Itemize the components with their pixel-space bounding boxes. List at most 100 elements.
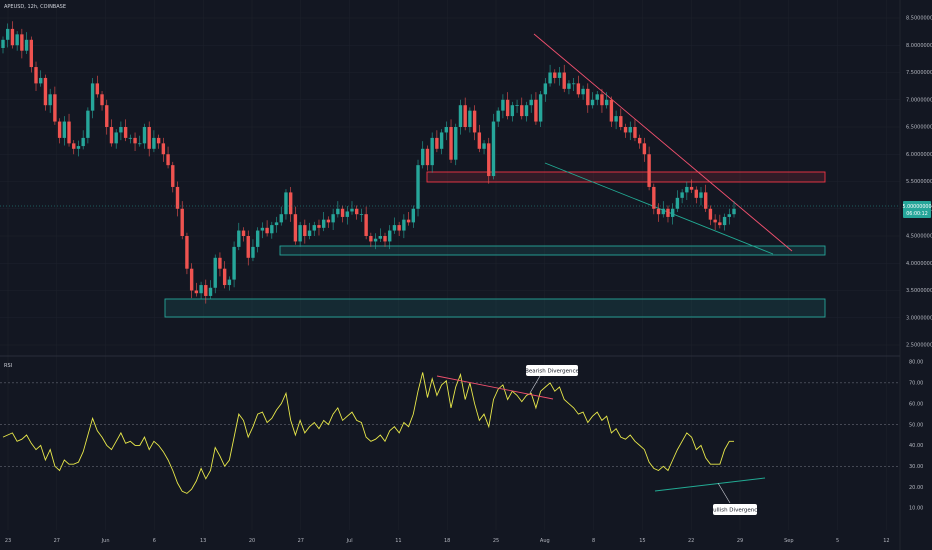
candle xyxy=(359,208,364,222)
candle xyxy=(274,216,279,233)
candle xyxy=(699,186,703,206)
candle xyxy=(10,21,15,49)
candle-body xyxy=(392,225,397,231)
bullish-divergence-callout[interactable]: Bullish Divergence xyxy=(709,482,761,515)
candle xyxy=(288,186,293,222)
candle-body xyxy=(553,72,557,78)
candle-body xyxy=(213,257,217,288)
candle-body xyxy=(656,208,661,215)
time-tick-label: 18 xyxy=(444,538,450,544)
price-tick-label: 3.00000000 xyxy=(906,315,932,321)
candle xyxy=(458,99,463,135)
candle-body xyxy=(699,192,703,198)
candle-body xyxy=(251,246,255,258)
candle-body xyxy=(298,225,302,242)
candle-body xyxy=(449,127,453,160)
candle xyxy=(166,146,170,169)
bearish-callout-text: Bearish Divergence xyxy=(525,369,579,375)
support-zone-upper[interactable] xyxy=(279,245,826,256)
candle xyxy=(189,263,194,299)
candle xyxy=(180,201,184,240)
candle-body xyxy=(105,105,109,127)
rsi-axis[interactable]: 80.00 70.00 60.00 50.00 40.00 30.00 20.00 10.00 xyxy=(909,360,923,512)
candle xyxy=(694,186,698,204)
candle-body xyxy=(199,285,203,294)
candle-body xyxy=(388,230,392,242)
candle xyxy=(680,189,684,204)
candle-body xyxy=(576,83,581,95)
candle xyxy=(670,203,675,225)
candle-body xyxy=(123,127,128,138)
price-tick-label: 4.50000000 xyxy=(906,234,932,240)
bearish-divergence-callout[interactable]: Bearish Divergence xyxy=(525,365,579,394)
price-tick-label: 5.50000000 xyxy=(906,179,932,185)
time-tick-label: Sep xyxy=(784,538,793,544)
candle xyxy=(614,110,618,130)
candle-body xyxy=(232,246,236,280)
candle xyxy=(392,217,397,234)
resistance-zone[interactable] xyxy=(426,171,826,183)
candle-body xyxy=(727,214,731,217)
candle xyxy=(656,203,661,222)
candle-body xyxy=(6,28,10,40)
candle xyxy=(237,222,241,251)
support-zone-lower[interactable] xyxy=(164,298,826,318)
candle-body xyxy=(156,137,161,144)
time-tick-label: 23 xyxy=(5,538,11,544)
candle xyxy=(501,94,505,119)
candle-body xyxy=(114,132,118,144)
candle xyxy=(586,83,590,113)
candle xyxy=(647,146,651,191)
candle xyxy=(505,92,510,120)
candle-body xyxy=(171,165,175,187)
candle xyxy=(72,140,76,155)
candle-body xyxy=(128,137,133,139)
candle xyxy=(109,119,114,147)
candle xyxy=(29,36,33,73)
candle xyxy=(24,32,29,54)
candle-body xyxy=(397,225,401,231)
bullish-divergence-line[interactable] xyxy=(654,477,766,492)
candle xyxy=(48,88,52,113)
time-axis[interactable]: 2327Jun6132027Jul111825Aug8152229Sep5121… xyxy=(5,538,932,544)
candle xyxy=(260,222,265,239)
bearish-divergence-line[interactable] xyxy=(436,375,554,400)
candle xyxy=(524,101,529,122)
time-tick-label: 25 xyxy=(493,538,499,544)
candle-body xyxy=(336,208,340,215)
candle-body xyxy=(694,189,698,198)
candle-body xyxy=(529,99,533,106)
candle-body xyxy=(543,83,548,95)
rsi-pane-label[interactable]: RSI xyxy=(4,363,12,369)
candle-body xyxy=(675,197,680,209)
candle-body xyxy=(647,154,651,187)
candle-body xyxy=(402,219,406,231)
candle xyxy=(241,227,246,242)
candle-body xyxy=(48,94,52,106)
descending-resistance-trendline[interactable] xyxy=(533,33,793,252)
candle-body xyxy=(265,227,269,234)
candle xyxy=(355,205,359,220)
rsi-line xyxy=(2,372,734,494)
candle xyxy=(727,208,731,225)
symbol-title[interactable]: APEUSD, 12h, COINBASE xyxy=(4,4,66,10)
rsi-tick-label: 80.00 xyxy=(909,360,923,366)
candle xyxy=(689,179,694,193)
candle-body xyxy=(109,127,114,144)
descending-support-trendline[interactable] xyxy=(544,162,774,255)
candle xyxy=(86,107,90,144)
candle-body xyxy=(718,222,722,226)
time-tick-label: 27 xyxy=(54,538,60,544)
candle-body xyxy=(90,83,95,111)
candle xyxy=(331,208,335,231)
candle-body xyxy=(708,208,713,220)
candle xyxy=(321,212,326,232)
candle-body xyxy=(685,186,689,193)
time-tick-label: 6 xyxy=(153,538,156,544)
candle-body xyxy=(95,83,100,95)
candle xyxy=(718,214,722,229)
candle xyxy=(600,88,604,113)
candle xyxy=(652,183,656,215)
candle-body xyxy=(350,208,354,212)
